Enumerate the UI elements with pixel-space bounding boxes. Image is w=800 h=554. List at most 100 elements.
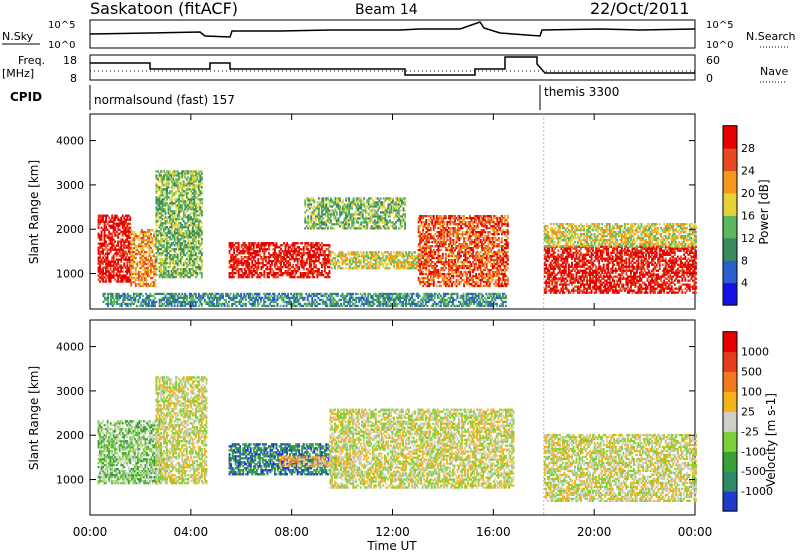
echo-cell: [167, 210, 170, 213]
echo-cell: [143, 262, 146, 266]
echo-cell: [188, 188, 191, 191]
echo-cell: [470, 225, 473, 228]
echo-cell: [123, 230, 126, 233]
echo-cell: [169, 220, 172, 223]
echo-cell: [142, 248, 145, 252]
echo-cell: [311, 197, 314, 200]
echo-cell: [187, 192, 190, 195]
echo-cell: [313, 199, 316, 202]
echo-cell: [105, 280, 107, 283]
echo-cell: [191, 180, 194, 183]
echo-cell: [454, 243, 456, 246]
echo-cell: [108, 262, 111, 265]
echo-cell: [137, 278, 140, 282]
echo-cell: [179, 182, 182, 185]
echo-cell: [187, 230, 190, 233]
echo-cell: [476, 247, 479, 250]
echo-cell: [364, 209, 367, 212]
echo-cell: [190, 254, 193, 257]
echo-cell: [140, 254, 143, 258]
echo-cell: [185, 234, 188, 237]
echo-cell: [136, 252, 139, 256]
echo-cell: [190, 258, 193, 261]
echo-cell: [131, 264, 134, 268]
echo-cell: [148, 243, 151, 246]
echo-cell: [345, 211, 347, 214]
echo-cell: [164, 184, 167, 187]
echo-cell: [173, 236, 176, 239]
echo-cell: [170, 202, 173, 205]
echo-cell: [317, 246, 320, 249]
echo-cell: [231, 274, 234, 277]
echo-cell: [199, 236, 202, 239]
echo-cell: [176, 228, 179, 231]
echo-cell: [142, 237, 145, 240]
echo-cell: [158, 196, 161, 199]
echo-cell: [382, 253, 385, 256]
echo-cell: [432, 276, 435, 280]
echo-cell: [111, 274, 114, 277]
echo-cell: [484, 241, 487, 244]
echo-cell: [182, 268, 185, 271]
echo-cell: [103, 226, 106, 229]
echo-cell: [428, 260, 431, 264]
echo-cell: [166, 234, 168, 237]
echo-cell: [197, 188, 200, 191]
echo-cell: [451, 282, 453, 286]
echo-cell: [100, 244, 103, 247]
echo-cell: [158, 174, 161, 177]
echo-cell: [404, 225, 406, 228]
echo-cell: [385, 213, 388, 216]
echo-cell: [121, 220, 124, 223]
echo-cell: [166, 262, 168, 265]
echo-cell: [200, 190, 203, 193]
echo-cell: [228, 276, 231, 279]
echo-cell: [99, 222, 101, 225]
echo-cell: [167, 192, 170, 195]
echo-cell: [143, 282, 146, 286]
echo-cell: [167, 172, 170, 175]
echo-cell: [454, 221, 456, 224]
echo-cell: [170, 174, 173, 177]
echo-cell: [170, 274, 173, 277]
echo-cell: [351, 205, 354, 208]
echo-cell: [157, 178, 159, 181]
echo-cell: [346, 215, 349, 218]
echo-cell: [479, 282, 482, 286]
echo-cell: [317, 270, 320, 273]
echo-cell: [133, 250, 136, 254]
echo-cell: [178, 182, 181, 185]
echo-cell: [199, 178, 202, 181]
echo-cell: [117, 260, 120, 263]
echo-cell: [191, 204, 194, 207]
nsky-tick-bottom: 10^0: [48, 40, 75, 51]
echo-cell: [172, 188, 175, 191]
echo-cell: [123, 224, 126, 227]
echo-cell: [182, 272, 185, 275]
echo-cell: [317, 242, 320, 245]
echo-cell: [127, 280, 130, 283]
freq-panel-frame: [89, 54, 696, 81]
echo-cell: [233, 256, 236, 259]
echo-cell: [126, 230, 129, 233]
echo-cell: [170, 224, 173, 227]
echo-cell: [100, 268, 103, 271]
echo-cell: [154, 245, 157, 248]
echo-cell: [173, 186, 176, 189]
echo-cell: [449, 276, 452, 280]
echo-cell: [147, 262, 149, 266]
echo-cell: [109, 226, 112, 229]
echo-cell: [157, 246, 159, 249]
echo-cell: [129, 226, 132, 229]
echo-cell: [106, 252, 109, 255]
echo-cell: [173, 238, 176, 241]
echo-cell: [185, 230, 188, 233]
echo-cell: [106, 268, 109, 271]
echo-cell: [236, 260, 239, 263]
echo-cell: [155, 178, 158, 181]
echo-cell: [166, 256, 168, 259]
echo-cell: [117, 222, 120, 225]
echo-cell: [176, 254, 179, 257]
echo-cell: [121, 248, 124, 251]
echo-cell: [137, 235, 140, 238]
